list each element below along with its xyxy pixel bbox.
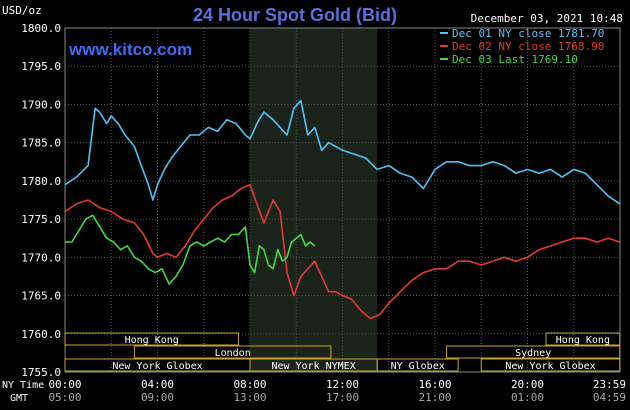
session-box bbox=[133, 345, 332, 359]
chart-title: 24 Hour Spot Gold (Bid) bbox=[193, 5, 397, 25]
unit-label: USD/oz bbox=[2, 4, 42, 17]
y-tick-label: 1800.0 bbox=[21, 22, 61, 35]
x-tick-label-ny: 00:00 bbox=[48, 378, 81, 391]
y-tick-label: 1755.0 bbox=[21, 366, 61, 379]
legend-entry: Dec 02 NY close 1768.90 bbox=[452, 40, 604, 53]
y-tick-label: 1775.0 bbox=[21, 213, 61, 226]
x-tick-label-ny: 08:00 bbox=[233, 378, 266, 391]
x-tick-label-gmt: 01:00 bbox=[511, 391, 544, 404]
session-box bbox=[376, 358, 459, 372]
x-tick-label-ny: 12:00 bbox=[326, 378, 359, 391]
session-label: Hong Kong bbox=[556, 335, 610, 346]
y-tick-label: 1795.0 bbox=[21, 60, 61, 73]
session-label: New York Globex bbox=[505, 361, 595, 372]
session-label: New York Globex bbox=[112, 361, 202, 372]
x-tick-label-gmt: 09:00 bbox=[141, 391, 174, 404]
x-tick-label-gmt: 21:00 bbox=[418, 391, 451, 404]
series-line-3 bbox=[65, 214, 316, 285]
series-line-2 bbox=[64, 183, 621, 320]
legend-entry: Dec 01 NY close 1781.70 bbox=[452, 27, 604, 40]
x-tick-label-gmt: 04:59 bbox=[593, 391, 626, 404]
gmt-label: GMT bbox=[10, 393, 28, 404]
ny-time-label: NY Time bbox=[2, 380, 44, 391]
x-tick-label-ny: 20:00 bbox=[511, 378, 544, 391]
x-tick-label-ny: 23:59 bbox=[593, 378, 626, 391]
session-label: NY Globex bbox=[391, 361, 445, 372]
legend-entry: Dec 03 Last 1769.10 bbox=[452, 53, 578, 66]
timestamp: December 03, 2021 10:48 bbox=[471, 12, 623, 25]
x-tick-label-gmt: 05:00 bbox=[48, 391, 81, 404]
series-line-1 bbox=[64, 99, 621, 205]
plot-frame bbox=[64, 27, 621, 373]
session-box bbox=[64, 332, 239, 346]
session-label: Sydney bbox=[515, 348, 551, 359]
trading-sessions: Hong Kong Hong Kong London Sydney New York G… bbox=[64, 332, 621, 372]
y-tick-label: 1790.0 bbox=[21, 98, 61, 111]
session-label: London bbox=[215, 348, 251, 359]
price-series bbox=[64, 99, 621, 320]
y-tick-label: 1780.0 bbox=[21, 175, 61, 188]
watermark: www.kitco.com bbox=[68, 40, 192, 59]
y-tick-label: 1760.0 bbox=[21, 328, 61, 341]
x-tick-label-ny: 16:00 bbox=[418, 378, 451, 391]
session-box bbox=[446, 345, 621, 359]
grid-lines bbox=[64, 27, 621, 373]
shaded-region bbox=[250, 28, 378, 372]
y-tick-label: 1765.0 bbox=[21, 290, 61, 303]
session-label: Hong Kong bbox=[125, 335, 179, 346]
x-tick-label-gmt: 17:00 bbox=[326, 391, 359, 404]
y-axis-ticks: 1800.0 1795.0 1790.0 1785.0 1780.0 1775.0 1770… bbox=[21, 22, 61, 379]
session-box bbox=[545, 332, 621, 346]
nymex-shaded-region bbox=[250, 28, 378, 372]
session-label: New York NYMEX bbox=[271, 361, 355, 372]
x-tick-label-ny: 04:00 bbox=[141, 378, 174, 391]
x-tick-label-gmt: 13:00 bbox=[233, 391, 266, 404]
y-tick-label: 1770.0 bbox=[21, 251, 61, 264]
session-box bbox=[480, 358, 621, 372]
y-tick-label: 1785.0 bbox=[21, 137, 61, 150]
